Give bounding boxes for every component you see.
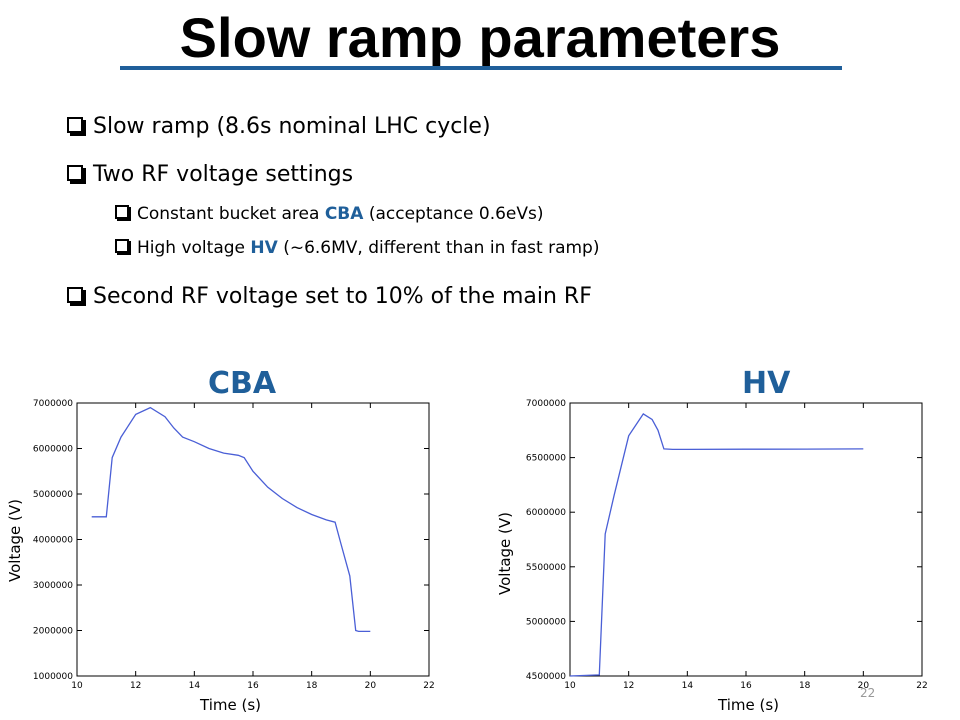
y-tick-label: 5500000 [526,563,566,573]
series-line-cba [91,406,371,633]
x-tick-label: 22 [916,681,927,691]
subbullet-text: (~6.6MV, different than in fast ramp) [277,238,600,258]
series-line-hv [569,413,864,677]
x-axis-label-hv: Time (s) [718,696,779,714]
y-tick-label: 7000000 [33,399,73,409]
x-tick-label: 14 [682,681,694,691]
x-tick-label: 12 [623,681,634,691]
bullet-second-rf: Second RF voltage set to 10% of the main… [67,282,592,312]
plot-frame-hv [569,402,923,677]
chart-title-hv: HV [742,366,791,401]
x-tick-label: 18 [799,681,811,691]
x-tick-label: 14 [189,681,201,691]
x-tick-label: 12 [130,681,141,691]
x-tick-label: 16 [247,681,259,691]
cba-highlight: CBA [324,204,364,224]
checkbox-bullet-icon [115,205,129,219]
x-tick-label: 16 [740,681,752,691]
subbullet-text: (acceptance 0.6eVs) [363,204,544,224]
bullet-text: Second RF voltage set to 10% of the main… [93,284,592,309]
title-underline [120,66,842,70]
checkbox-bullet-icon [67,117,83,133]
x-axis-label-cba: Time (s) [200,696,261,714]
y-tick-label: 5000000 [526,617,566,627]
y-tick-label: 7000000 [526,399,566,409]
x-tick-label: 18 [306,681,318,691]
subbullet-cba: Constant bucket area CBA (acceptance 0.6… [115,202,544,226]
y-tick-label: 1000000 [33,672,73,682]
y-tick-label: 5000000 [33,490,73,500]
y-tick-label: 6000000 [526,508,566,518]
x-tick-label: 22 [423,681,434,691]
bullet-text: Slow ramp (8.6s nominal LHC cycle) [93,114,491,139]
subbullet-text: High voltage [137,238,251,258]
checkbox-bullet-icon [115,239,129,253]
bullet-slow-ramp: Slow ramp (8.6s nominal LHC cycle) [67,112,491,142]
bullet-text: Two RF voltage settings [93,162,354,187]
subbullet-hv: High voltage HV (~6.6MV, different than … [115,236,599,260]
chart-title-cba: CBA [208,366,277,401]
x-tick-label: 20 [858,681,870,691]
bullet-rf-settings: Two RF voltage settings [67,160,353,190]
page-number: 22 [860,686,876,700]
checkbox-bullet-icon [67,165,83,181]
y-tick-label: 6000000 [33,445,73,455]
slide-title: Slow ramp parameters [179,6,781,69]
y-tick-label: 4000000 [33,536,73,546]
checkbox-bullet-icon [67,287,83,303]
x-tick-label: 20 [365,681,377,691]
x-tick-label: 10 [71,681,83,691]
y-tick-label: 3000000 [33,581,73,591]
y-tick-label: 2000000 [33,627,73,637]
hv-highlight: HV [250,238,278,258]
y-tick-label: 6500000 [526,454,566,464]
plot-frame-cba [76,402,430,677]
subbullet-text: Constant bucket area [137,204,325,224]
x-tick-label: 10 [564,681,576,691]
y-tick-label: 4500000 [526,672,566,682]
